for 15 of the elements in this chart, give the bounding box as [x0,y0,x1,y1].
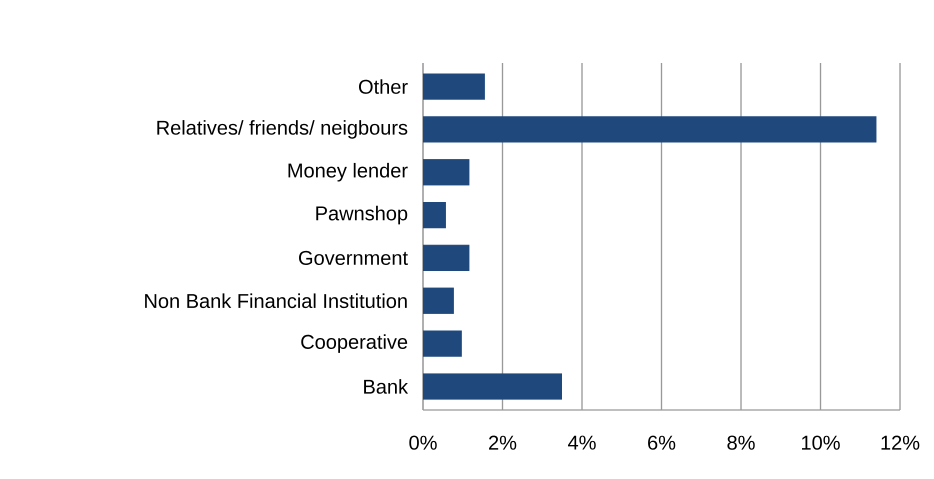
y-tick-label: Money lender [288,162,408,182]
y-tick-label: Government [299,250,408,265]
x-tick-label: 2% [489,436,516,450]
y-tick-label: Relatives/ friends/ neigbours [157,120,408,139]
y-tick-label: Pawnshop [316,206,408,224]
x-tick-label: 4% [568,436,596,450]
y-tick-label: Non Bank Financial Institution [145,293,407,308]
x-tick-label: 0% [409,436,437,450]
x-tick-label: 6% [648,436,676,450]
x-tick-label: 10% [802,436,840,450]
x-tick-label: 8% [727,436,755,450]
y-tick-label: Other [358,79,408,94]
y-tick-label: Bank [364,379,408,394]
x-tick-label: 12% [882,436,920,450]
y-tick-label: Cooperative [301,334,408,353]
